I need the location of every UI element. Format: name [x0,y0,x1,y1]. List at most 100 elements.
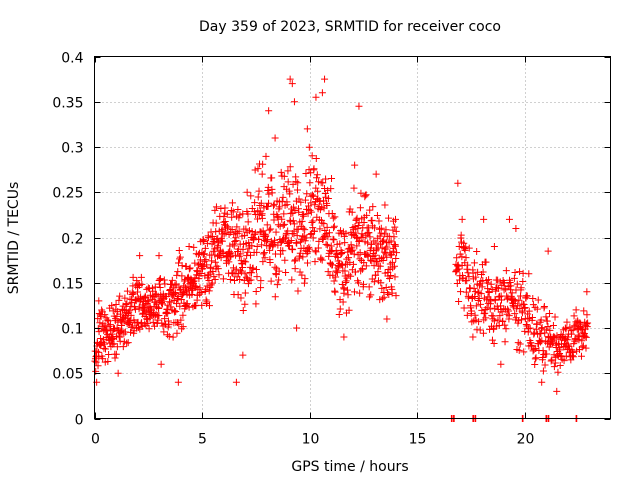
data-point [174,293,182,301]
data-point [131,305,139,313]
data-point [305,243,313,251]
data-point [208,257,216,265]
data-point [309,192,317,200]
data-point [221,204,229,212]
data-point [507,282,515,290]
axis-ticks [94,56,611,420]
data-point [362,191,370,199]
data-point [302,234,310,242]
data-point [387,237,395,245]
data-point [158,319,166,327]
data-point [538,378,546,386]
data-point [453,254,461,262]
data-point [471,311,479,319]
data-point [385,214,393,222]
data-point [468,318,476,326]
data-point [301,275,309,283]
data-point [543,317,551,325]
data-point [570,312,578,320]
data-point [231,276,239,284]
data-point [275,267,283,275]
data-point [351,161,359,169]
data-point [315,237,323,245]
data-point [236,275,244,283]
data-point [564,333,572,341]
data-point [203,282,211,290]
data-point [309,224,317,232]
data-point [481,309,489,317]
data-point [376,225,384,233]
data-point [311,201,319,209]
data-point [234,291,242,299]
data-point [204,234,212,242]
data-point [163,305,171,313]
data-point [501,321,509,329]
data-point [248,242,256,250]
data-point [284,167,292,175]
data-point [305,143,313,151]
data-point [226,276,234,284]
data-point [219,275,227,283]
data-point [171,281,179,289]
data-point [248,227,256,235]
data-point [324,233,332,241]
data-point [105,322,113,330]
data-point [95,328,103,336]
data-point [320,220,328,228]
data-point [115,333,123,341]
data-point [179,311,187,319]
data-point [352,216,360,224]
data-point [376,296,384,304]
data-point [474,288,482,296]
data-point [185,265,193,273]
data-point [103,316,111,324]
data-point [463,311,471,319]
data-point [301,226,309,234]
data-point [321,75,329,83]
data-point [121,294,129,302]
data-point [580,329,588,337]
data-point [127,328,135,336]
data-point [470,259,478,267]
data-point [506,278,514,286]
data-point [306,179,314,187]
data-point [479,329,487,337]
data-point [550,333,558,341]
data-point [203,239,211,247]
data-point [171,290,179,298]
data-point [284,227,292,235]
data-point [521,327,529,335]
data-point [123,300,131,308]
data-point [293,232,301,240]
data-point [455,298,463,306]
data-point [225,258,233,266]
data-point [307,199,315,207]
data-point [154,316,162,324]
data-point [229,208,237,216]
data-point [537,316,545,324]
data-point [297,198,305,206]
data-point [356,249,364,257]
data-point [460,239,468,247]
data-point [232,265,240,273]
data-point [569,326,577,334]
data-point [244,210,252,218]
data-point [252,266,260,274]
data-point [505,215,513,223]
data-point [291,257,299,265]
data-point [231,238,239,246]
data-point [211,276,219,284]
data-point [348,208,356,216]
data-point [323,201,331,209]
data-point [343,274,351,282]
data-point [243,275,251,283]
data-point [286,163,294,171]
data-point [505,307,513,315]
data-point [356,255,364,263]
data-point [312,93,320,101]
data-point [497,296,505,304]
data-point [354,225,362,233]
data-point [381,201,389,209]
data-point [119,302,127,310]
data-point [202,286,210,294]
